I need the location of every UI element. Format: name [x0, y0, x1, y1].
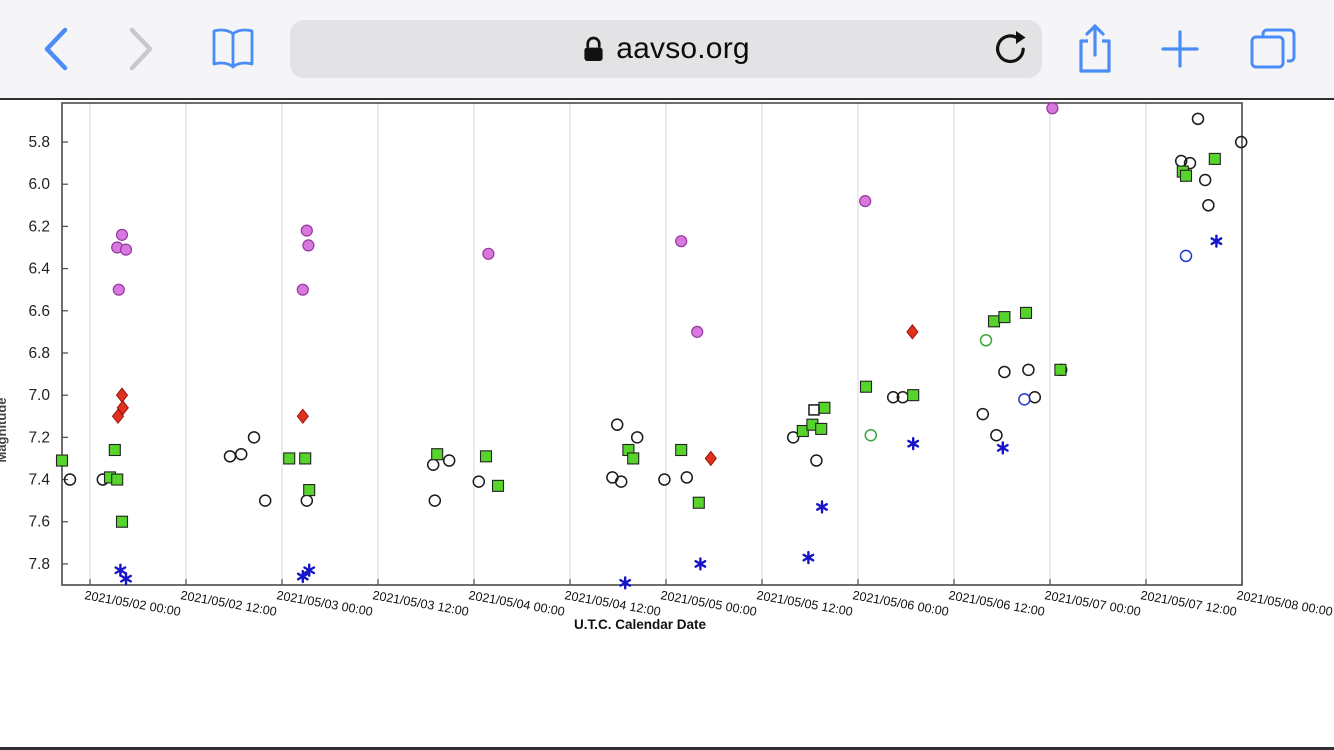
svg-text:2021/05/06 00:00: 2021/05/06 00:00	[851, 588, 949, 619]
share-up-arrow-icon	[1079, 24, 1111, 73]
series-red-filled-diamond	[111, 324, 919, 467]
tabs-button[interactable]	[1246, 0, 1300, 98]
series-green-open-circle	[864, 334, 993, 442]
share-button[interactable]	[1072, 0, 1118, 98]
svg-text:7.8: 7.8	[28, 556, 50, 573]
chevron-right-icon	[129, 27, 153, 71]
series-blue-star	[114, 234, 1223, 590]
svg-text:5.8: 5.8	[28, 134, 50, 151]
svg-text:2021/05/03 12:00: 2021/05/03 12:00	[371, 588, 469, 619]
svg-text:2021/05/04 12:00: 2021/05/04 12:00	[563, 588, 661, 619]
series-blue-open-circle	[1018, 249, 1193, 406]
svg-text:6.6: 6.6	[28, 303, 50, 320]
light-curve-chart: U.T.C. Calendar Date 5.8 6.0 6.2 6.4 6.6 6.8 7…	[28, 102, 1334, 632]
gridlines	[89, 103, 1243, 585]
page-content: Magnitude U.T.C. Calendar Date 5.8 6.0 6.2…	[0, 100, 1334, 750]
svg-text:2021/05/02 00:00: 2021/05/02 00:00	[83, 588, 181, 619]
svg-text:2021/05/05 00:00: 2021/05/05 00:00	[659, 588, 757, 619]
circular-arrow-icon	[996, 31, 1026, 64]
series-violet-filled-circle	[111, 102, 1059, 338]
url-text: aavso.org	[616, 32, 750, 65]
series-green-filled-square	[55, 152, 1221, 528]
series-black-open-square	[808, 404, 820, 416]
x-axis-title: U.T.C. Calendar Date	[574, 617, 707, 632]
open-book-icon	[212, 28, 254, 69]
svg-text:7.0: 7.0	[28, 387, 50, 404]
forward-button[interactable]	[123, 0, 159, 98]
plus-icon	[1161, 30, 1199, 68]
plot-frame	[61, 102, 1243, 586]
address-bar[interactable]: aavso.org	[290, 20, 1042, 78]
svg-text:2021/05/06 12:00: 2021/05/06 12:00	[947, 588, 1045, 619]
back-button[interactable]	[38, 0, 74, 98]
overlapping-squares-icon	[1250, 28, 1296, 69]
svg-text:2021/05/08 00:00: 2021/05/08 00:00	[1235, 588, 1333, 619]
svg-text:2021/05/03 00:00: 2021/05/03 00:00	[275, 588, 373, 619]
y-axis-title: Magnitude	[0, 397, 9, 463]
bottom-border	[0, 747, 1334, 750]
svg-text:2021/05/07 12:00: 2021/05/07 12:00	[1139, 588, 1237, 619]
y-axis: 5.8 6.0 6.2 6.4 6.6 6.8 7.0 7.2 7.4 7.6 7.8	[28, 134, 68, 573]
svg-text:6.4: 6.4	[28, 261, 50, 278]
svg-text:6.8: 6.8	[28, 345, 50, 362]
svg-text:2021/05/05 12:00: 2021/05/05 12:00	[755, 588, 853, 619]
svg-text:7.2: 7.2	[28, 429, 50, 446]
new-tab-button[interactable]	[1158, 0, 1202, 98]
series-black-open-circle	[63, 112, 1248, 507]
svg-text:7.6: 7.6	[28, 514, 50, 531]
svg-text:6.2: 6.2	[28, 218, 50, 235]
reload-button[interactable]	[990, 29, 1030, 69]
svg-text:2021/05/07 00:00: 2021/05/07 00:00	[1043, 588, 1141, 619]
chevron-left-icon	[44, 27, 68, 71]
svg-text:7.4: 7.4	[28, 472, 50, 489]
browser-toolbar: aavso.org	[0, 0, 1334, 100]
lock-icon	[584, 36, 603, 61]
svg-text:2021/05/04 00:00: 2021/05/04 00:00	[467, 588, 565, 619]
svg-text:2021/05/02 12:00: 2021/05/02 12:00	[179, 588, 277, 619]
bookmarks-button[interactable]	[206, 0, 260, 98]
svg-text:6.0: 6.0	[28, 176, 50, 193]
